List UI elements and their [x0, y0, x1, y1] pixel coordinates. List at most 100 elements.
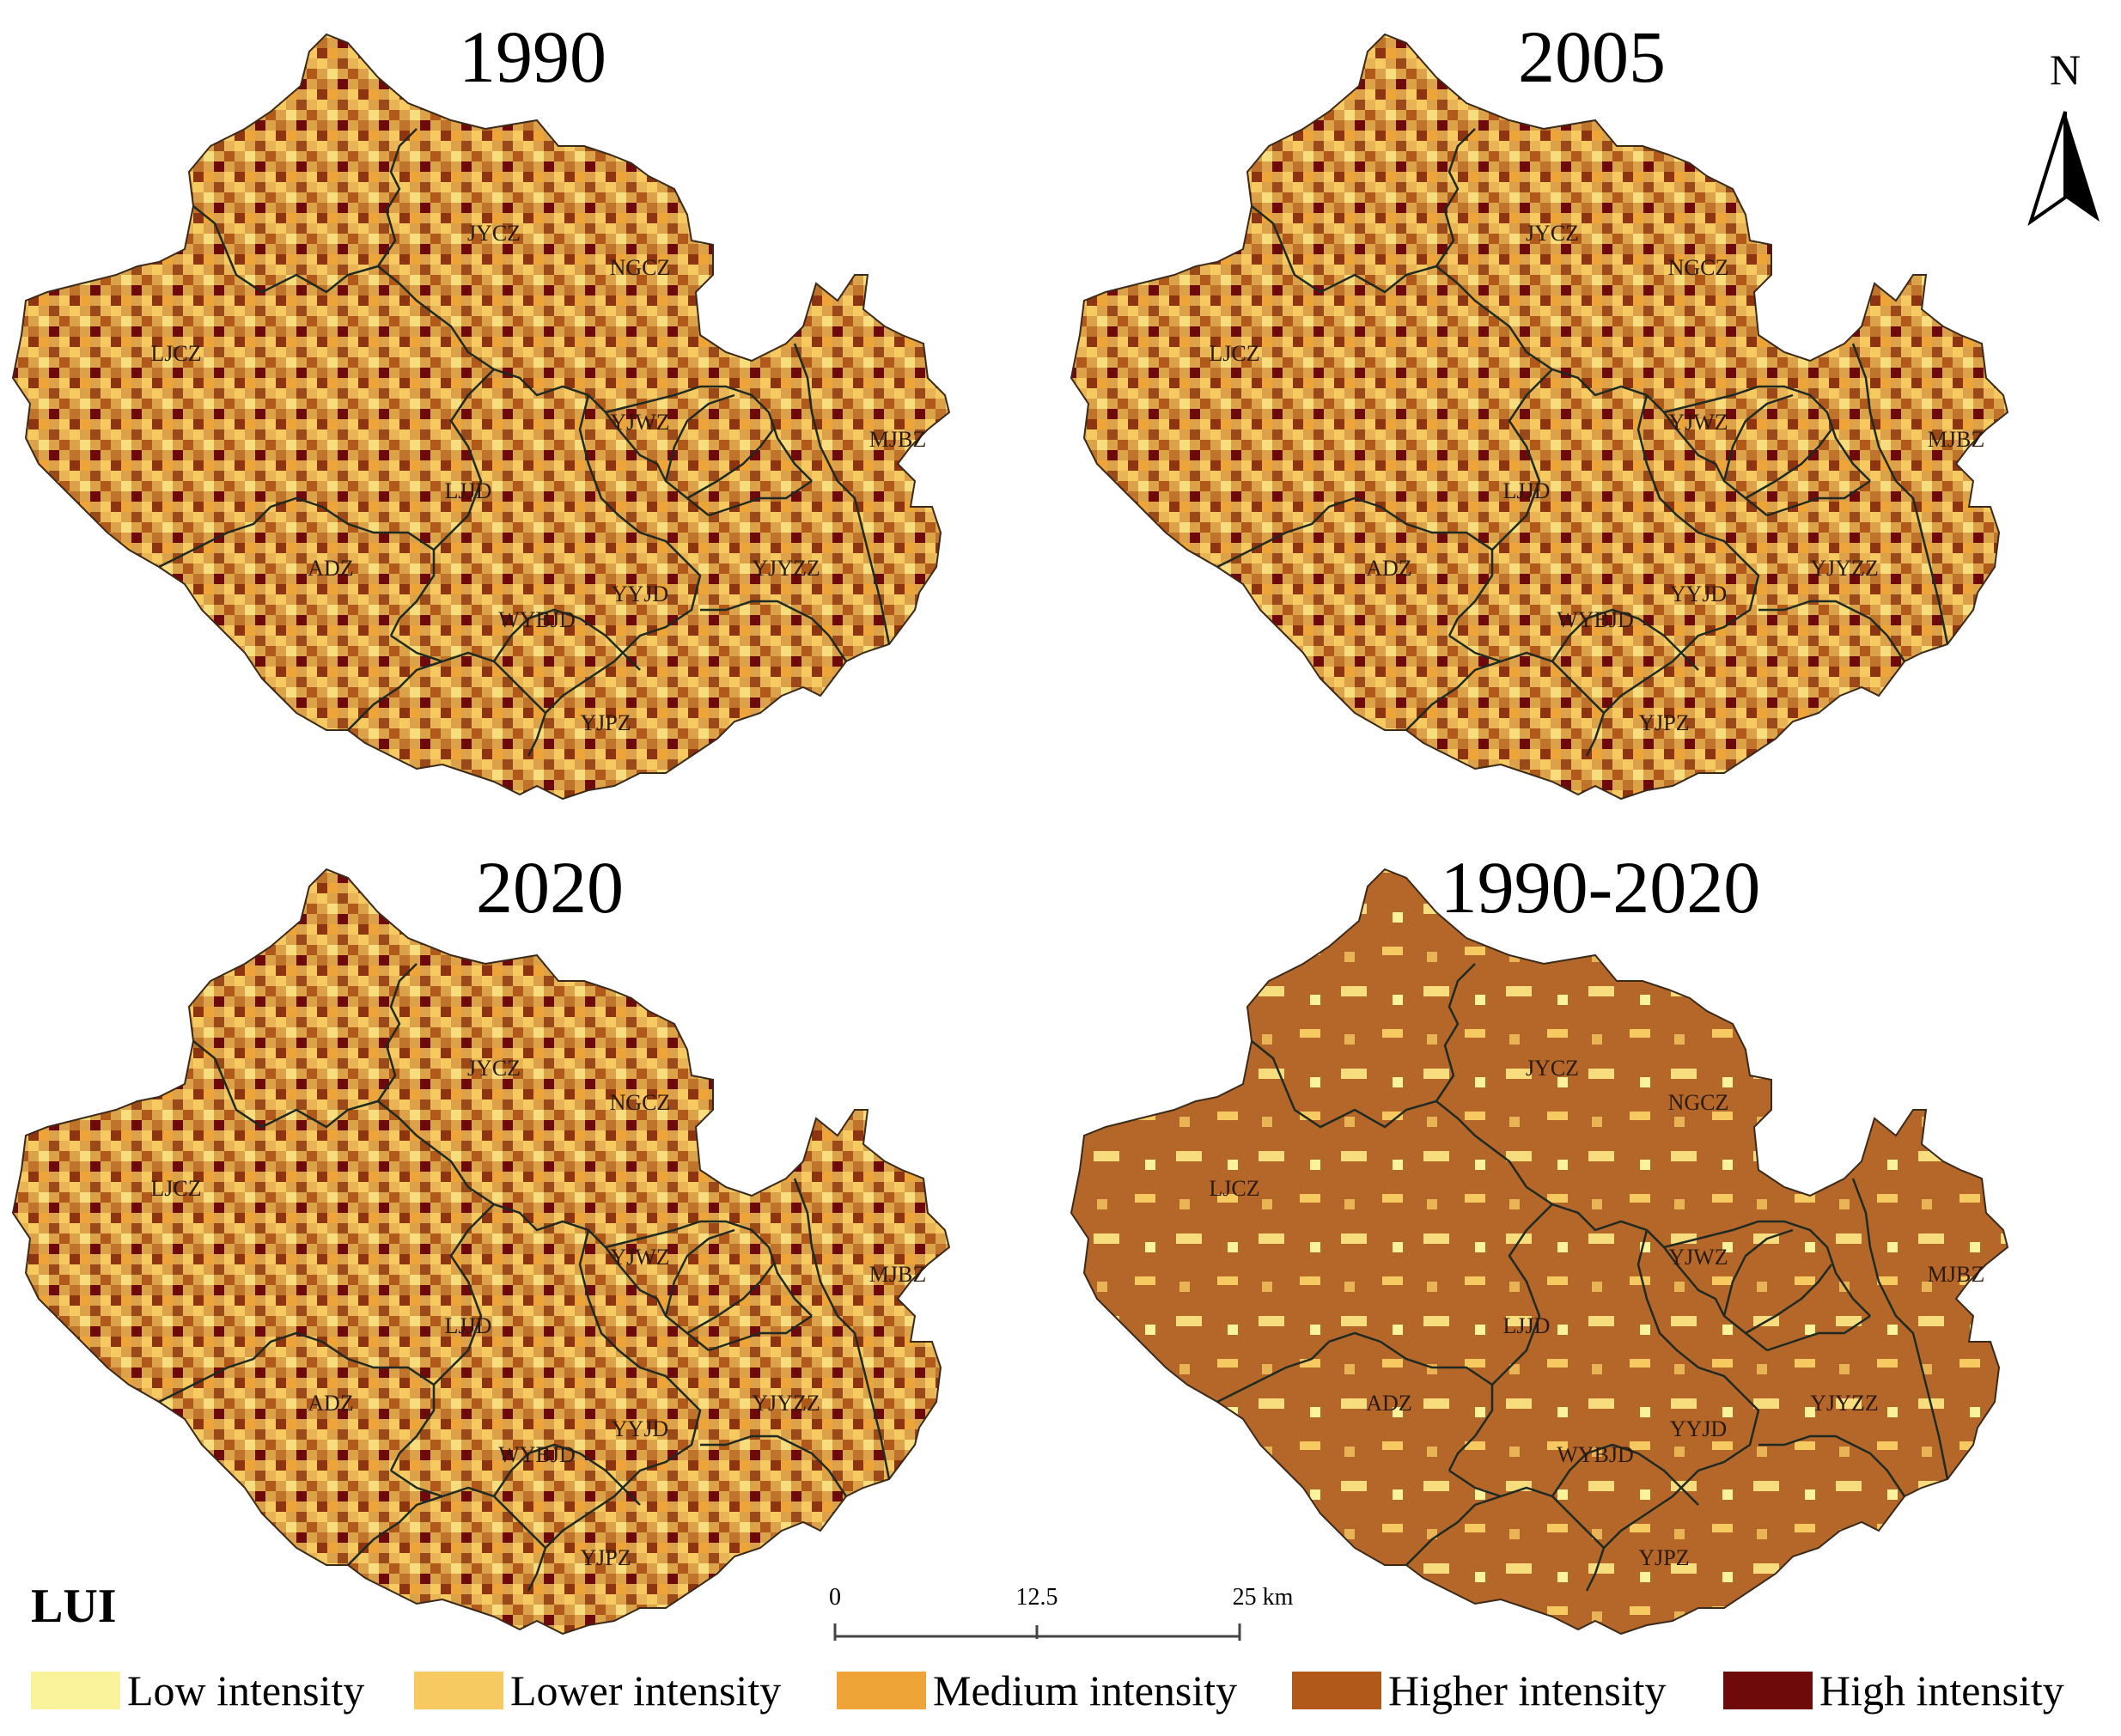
region-label-jycz: JYCZ [467, 221, 521, 246]
region-label-yyjd: YYJD [612, 582, 668, 606]
region-label-yjwz: YJWZ [610, 410, 669, 435]
legend-swatch-high [1723, 1672, 1813, 1709]
legend-label-high: High intensity [1819, 1666, 2064, 1715]
district-boundary [664, 1228, 735, 1317]
panel-title-2005: 2005 [1518, 15, 1666, 98]
district-boundary [1216, 1331, 1493, 1404]
legend-swatch-low [31, 1672, 120, 1709]
region-label-adz: ADZ [1366, 556, 1411, 581]
district-boundary [1722, 393, 1794, 482]
region-label-ljcz: LJCZ [150, 341, 201, 366]
region-label-mjbz: MJBZ [869, 427, 926, 452]
region-label-yjyzz: YJYZZ [1810, 556, 1878, 581]
district-boundary [686, 429, 774, 500]
district-boundary [1758, 1434, 1906, 1497]
district-boundary [158, 1331, 435, 1404]
district-boundary [708, 479, 813, 517]
region-label-yyjd: YYJD [1670, 1416, 1727, 1441]
scale-tick-12-5: 12.5 [1016, 1584, 1058, 1611]
region-label-mjbz: MJBZ [1928, 1262, 1984, 1287]
region-label-yjpz: YJPZ [580, 1545, 631, 1570]
panel-title-1990: 1990 [459, 15, 606, 98]
legend-swatch-higher [1292, 1672, 1381, 1709]
district-boundary [1251, 128, 1476, 294]
region-label-yjpz: YJPZ [580, 710, 631, 735]
region-label-yyjd: YYJD [612, 1416, 668, 1441]
district-boundary [390, 634, 443, 663]
region-label-ljcz: LJCZ [1209, 341, 1259, 366]
district-boundary [492, 608, 641, 671]
district-boundary [1663, 1220, 1871, 1317]
region-label-wybjd: WYBJD [498, 607, 576, 632]
region-label-ngcz: NGCZ [610, 1090, 671, 1115]
region-label-ngcz: NGCZ [1668, 255, 1729, 280]
district-boundary [1745, 1264, 1832, 1335]
legend-title: LUI [31, 1580, 117, 1633]
district-boundary [1551, 1443, 1699, 1506]
district-boundary [700, 1434, 848, 1497]
district-boundary [1435, 265, 1768, 516]
region-label-wybjd: WYBJD [1557, 1442, 1634, 1467]
district-boundary [192, 128, 417, 294]
district-boundary [1766, 1314, 1871, 1352]
region-label-ljcz: LJCZ [1209, 1176, 1259, 1201]
legend-label-low: Low intensity [127, 1666, 365, 1715]
district-boundary [793, 343, 891, 645]
district-boundary [1745, 429, 1832, 500]
district-boundary [347, 1486, 546, 1566]
region-label-ljjd: LJJD [1503, 478, 1551, 503]
district-boundary [1448, 634, 1502, 663]
region-label-adz: ADZ [308, 1391, 353, 1416]
region-label-adz: ADZ [308, 556, 353, 581]
map-area-1990 [11, 33, 951, 801]
district-boundary [377, 1100, 710, 1351]
region-label-wybjd: WYBJD [1557, 607, 1634, 632]
map-area-2020 [11, 868, 951, 1635]
region-label-jycz: JYCZ [1526, 1056, 1579, 1081]
district-boundary [527, 1229, 702, 1592]
legend-label-higher: Higher intensity [1388, 1666, 1667, 1715]
legend-swatch-medium [837, 1672, 926, 1709]
map-area-2005 [1070, 33, 2009, 801]
district-boundary [605, 385, 813, 482]
region-label-yjyzz: YJYZZ [752, 1391, 820, 1416]
region-label-yyjd: YYJD [1670, 582, 1727, 606]
region-label-jycz: JYCZ [1526, 221, 1579, 246]
district-boundary [527, 394, 702, 757]
district-boundary [700, 600, 848, 662]
map-panel-2020: 2020 JYCZ NGCZ LJCZ YJWZ MJBZ LJJD ADZ YJYZZ YYJD… [11, 846, 951, 1635]
district-boundary [389, 369, 495, 637]
region-label-ljjd: LJJD [445, 478, 492, 503]
region-label-ngcz: NGCZ [610, 255, 671, 280]
district-boundary [1405, 1486, 1605, 1566]
region-label-ljjd: LJJD [445, 1313, 492, 1338]
district-boundary [1722, 1228, 1794, 1317]
district-boundary [1448, 1469, 1502, 1498]
district-boundary [1851, 1178, 1949, 1480]
district-boundary [1448, 1203, 1553, 1471]
district-boundary [492, 1443, 641, 1506]
district-boundary [192, 963, 417, 1129]
region-label-yjpz: YJPZ [1638, 1545, 1689, 1570]
region-label-jycz: JYCZ [467, 1056, 521, 1081]
scale-tick-25-km: 25 km [1233, 1584, 1294, 1611]
region-label-ljjd: LJJD [1503, 1313, 1551, 1338]
region-label-mjbz: MJBZ [869, 1262, 926, 1287]
region-label-mjbz: MJBZ [1928, 427, 1984, 452]
district-boundary [605, 1220, 813, 1317]
district-boundary [686, 1264, 774, 1335]
district-boundary [1435, 1100, 1768, 1351]
legend-swatch-lower [414, 1672, 503, 1709]
map-area-1990-2020 [1070, 868, 2009, 1635]
district-boundary [377, 265, 710, 516]
district-boundary [1551, 608, 1699, 671]
district-boundary [1766, 479, 1871, 517]
region-label-yjwz: YJWZ [610, 1245, 669, 1270]
district-boundary [1851, 343, 1949, 645]
district-boundary [1448, 369, 1553, 637]
legend-label-lower: Lower intensity [510, 1666, 782, 1715]
panel-title-2020: 2020 [476, 846, 624, 929]
region-label-adz: ADZ [1366, 1391, 1411, 1416]
region-label-ngcz: NGCZ [1668, 1090, 1729, 1115]
region-label-yjpz: YJPZ [1638, 710, 1689, 735]
